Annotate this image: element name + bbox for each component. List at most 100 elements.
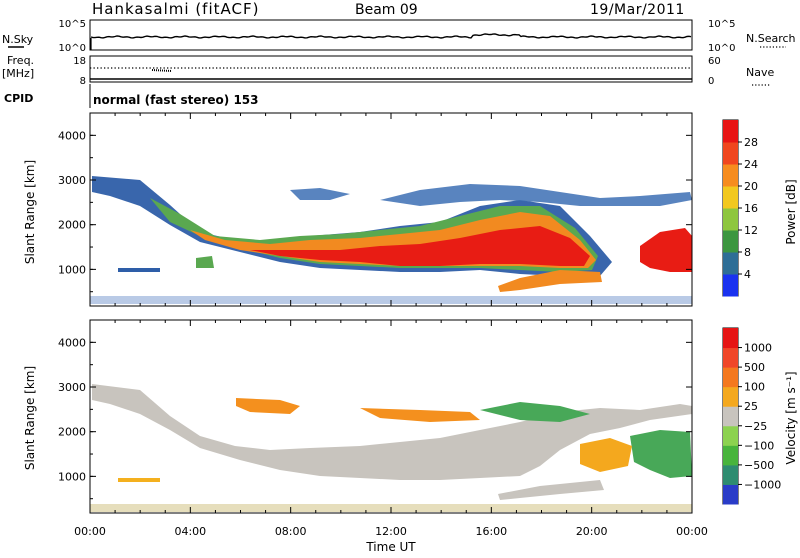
x-tick-label: 00:00	[74, 525, 106, 538]
velocity-near-range-grey	[498, 480, 604, 500]
y-tick-label: 1000	[58, 470, 86, 483]
colorbar-tick-label: 16	[744, 202, 758, 215]
velocity-ionosphere-band-grey	[92, 384, 692, 480]
colorbar-segment	[723, 274, 738, 297]
x-tick-label: 08:00	[275, 525, 307, 538]
colorbar-segment	[723, 208, 738, 231]
power-upper-blue-scatter-2	[290, 188, 350, 200]
colorbar-segment	[723, 464, 738, 485]
velocity-colorbar-label: Velocity [m s⁻¹]	[784, 371, 798, 464]
power-late-patch	[640, 228, 692, 272]
y-tick-label: 2000	[58, 219, 86, 232]
colorbar-tick-label: 500	[744, 361, 765, 374]
power-ylabel: Slant Range [km]	[23, 160, 37, 264]
x-tick-label: 04:00	[174, 525, 206, 538]
freq-label-line1: Freq.	[7, 54, 34, 67]
velocity-orange-patch-1	[236, 398, 300, 414]
colorbar-tick-label: −500	[744, 459, 774, 472]
colorbar-segment	[723, 445, 738, 466]
power-colorbar-fill	[723, 120, 738, 297]
nsky-frame	[89, 19, 693, 51]
beam-title: Beam 09	[355, 2, 418, 18]
velocity-colorbar-fill	[723, 328, 738, 505]
colorbar-segment	[723, 347, 738, 368]
time-axis-label: Time UT	[365, 540, 416, 554]
velocity-colorbar-ticks: 1000 500 100 25 −25 −100 −500 −1000	[738, 342, 781, 491]
colorbar-segment	[723, 230, 738, 253]
colorbar-segment	[723, 252, 738, 275]
x-tick-label: 12:00	[375, 525, 407, 538]
y-tick-label: 4000	[58, 129, 86, 142]
colorbar-tick-label: 8	[744, 246, 751, 259]
colorbar-segment	[723, 406, 738, 427]
colorbar-segment	[723, 328, 738, 349]
freq-panel: Freq. [MHz] 18 8 60 0 Nave	[2, 54, 774, 87]
colorbar-tick-label: 28	[744, 136, 758, 149]
freq-tick-bottom: 8	[80, 76, 86, 87]
nave-tick-top: 60	[708, 56, 721, 67]
power-colorbar-ticks: 4 8 12 16 20 24 28	[738, 136, 758, 281]
time-axis: 00:00 04:00 08:00 12:00 16:00 20:00 00:00	[74, 525, 708, 538]
colorbar-tick-label: 20	[744, 180, 758, 193]
cpid-text: normal (fast stereo) 153	[93, 93, 259, 107]
colorbar-segment	[723, 120, 738, 143]
station-title: Hankasalmi (fitACF)	[92, 0, 259, 18]
nsky-label: N.Sky	[2, 33, 34, 46]
x-tick-label: 16:00	[475, 525, 507, 538]
velocity-isolated-orange	[118, 478, 160, 482]
velocity-ylabel: Slant Range [km]	[23, 366, 37, 470]
velocity-orange-patch-2	[360, 408, 480, 422]
colorbar-segment	[723, 164, 738, 187]
power-frame	[89, 112, 693, 307]
colorbar-tick-label: 25	[744, 400, 758, 413]
nsearch-tick-top: 10^5	[708, 19, 735, 30]
colorbar-tick-label: 100	[744, 381, 765, 394]
freq-anomaly	[151, 69, 173, 72]
y-tick-label: 3000	[58, 381, 86, 394]
freq-label-line2: [MHz]	[2, 67, 34, 80]
colorbar-tick-label: 4	[744, 268, 751, 281]
colorbar-tick-label: 1000	[744, 342, 772, 355]
colorbar-segment	[723, 142, 738, 165]
y-tick-label: 4000	[58, 336, 86, 349]
power-near-range-echo	[498, 270, 602, 292]
nsky-panel: N.Sky 10^5 10^0 10^5 10^0 N.Search	[2, 19, 796, 54]
colorbar-segment	[723, 425, 738, 446]
colorbar-tick-label: −25	[744, 420, 767, 433]
power-panel: 1000 2000 3000 4000 Slant Range [km] 4 8 12 16…	[23, 112, 798, 307]
colorbar-tick-label: −100	[744, 439, 774, 452]
y-tick-label: 1000	[58, 263, 86, 276]
velocity-data	[90, 384, 692, 512]
freq-frame	[89, 55, 693, 83]
colorbar-tick-label: 12	[744, 224, 758, 237]
power-isolated-echo-2	[196, 256, 214, 268]
cpid-label: CPID	[4, 92, 33, 105]
y-tick-label: 2000	[58, 426, 86, 439]
velocity-late-green	[630, 430, 692, 478]
date-title: 19/Mar/2011	[590, 2, 685, 18]
nave-label: Nave	[746, 66, 774, 79]
x-tick-label: 00:00	[676, 525, 708, 538]
colorbar-segment	[723, 386, 738, 407]
nave-tick-bottom: 0	[708, 76, 714, 87]
power-upper-blue-scatter	[380, 184, 692, 206]
colorbar-tick-label: −1000	[744, 478, 781, 491]
colorbar-segment	[723, 186, 738, 209]
nsky-tick-bottom: 10^0	[59, 43, 86, 54]
power-ionosphere-band-red	[250, 226, 590, 266]
cpid-panel: CPID normal (fast stereo) 153	[4, 84, 259, 108]
velocity-late-orange	[580, 438, 632, 472]
nsearch-label: N.Search	[746, 32, 796, 45]
power-isolated-echo	[118, 268, 160, 272]
colorbar-segment	[723, 484, 738, 505]
velocity-panel: 1000 2000 3000 4000 Slant Range [km] 1000 50…	[23, 319, 798, 514]
nsky-tick-top: 10^5	[59, 19, 86, 30]
velocity-axes: 1000 2000 3000 4000	[58, 319, 693, 513]
power-data	[90, 176, 692, 304]
power-axes: 1000 2000 3000 4000	[58, 112, 693, 306]
x-tick-label: 20:00	[576, 525, 608, 538]
power-colorbar-label: Power [dB]	[784, 179, 798, 244]
nsearch-tick-bottom: 10^0	[708, 43, 735, 54]
